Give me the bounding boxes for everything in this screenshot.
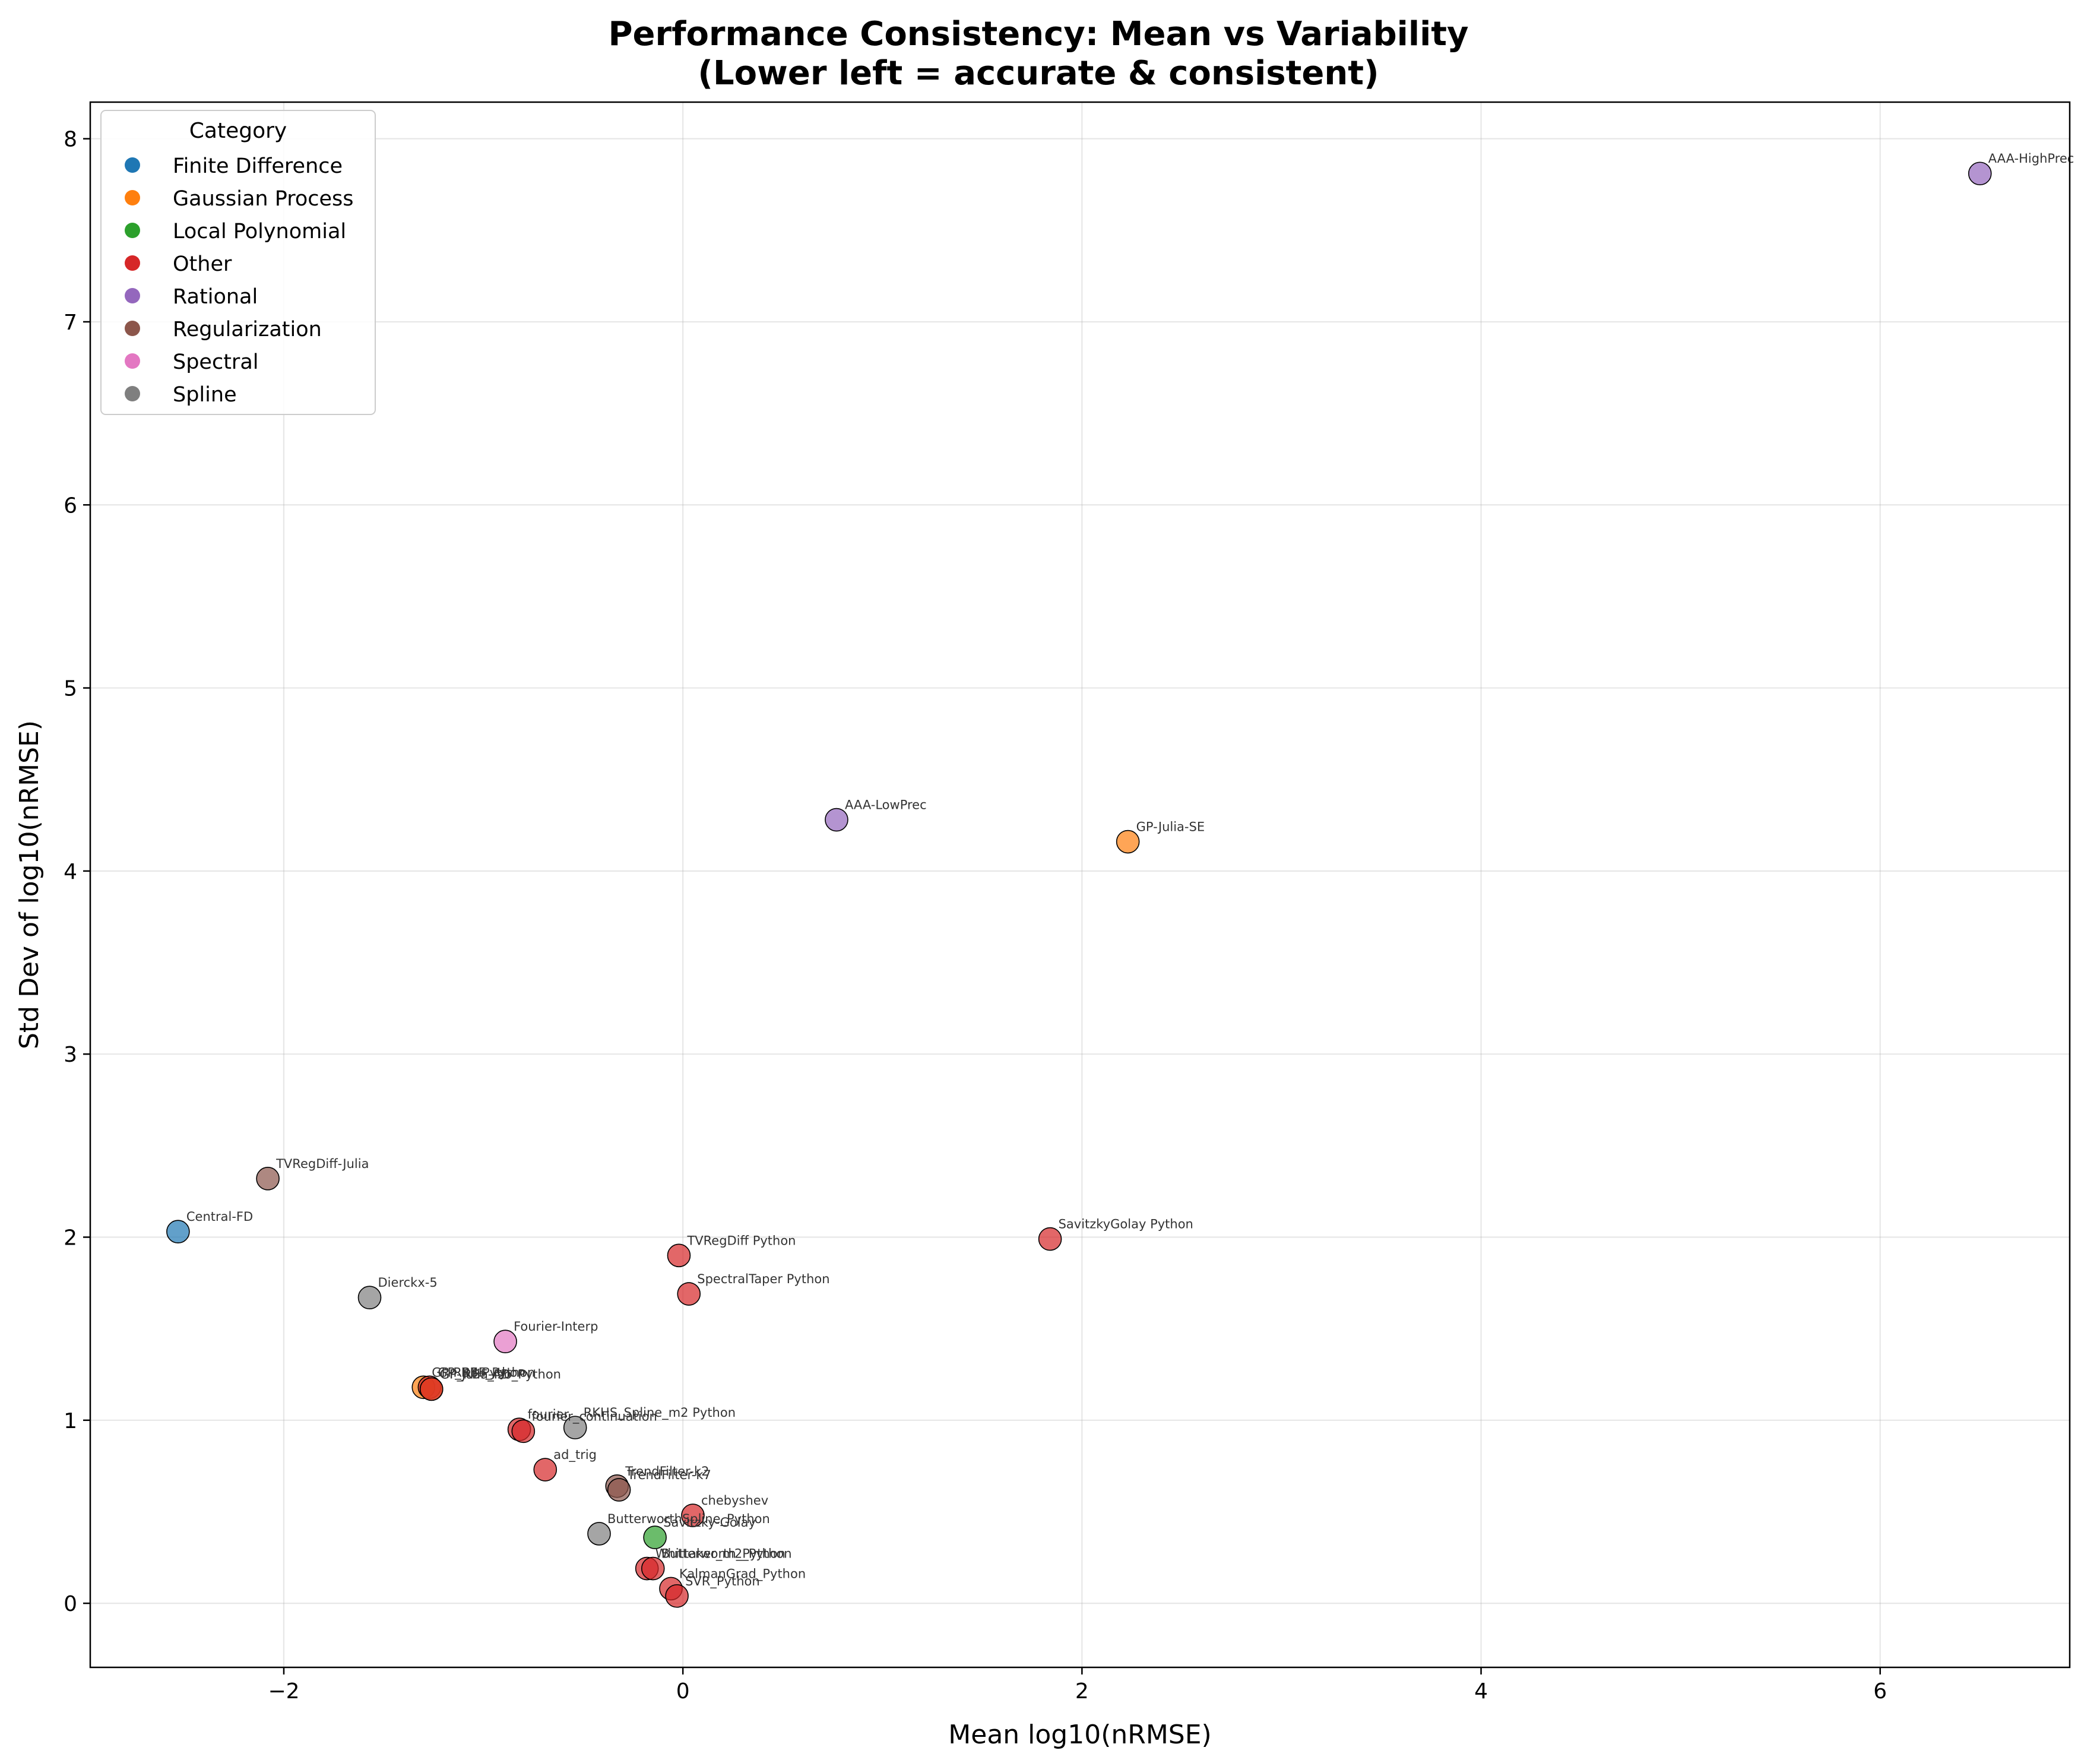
point-label: SVR_Python <box>685 1574 760 1589</box>
legend-entry-label: Spline <box>173 383 237 407</box>
y-tick-label: 5 <box>64 677 77 701</box>
legend-entry-label: Rational <box>173 285 258 309</box>
axis-ticks: −2 0 2 4 6 0 1 2 3 4 5 6 7 8 <box>64 128 1887 1704</box>
point-label: AAA-HighPrec <box>1988 151 2074 166</box>
point-label: fourier_continuation <box>531 1409 657 1424</box>
legend-marker <box>125 353 140 369</box>
data-point <box>677 1282 701 1306</box>
y-tick-label: 7 <box>64 311 77 335</box>
data-point <box>1116 830 1140 854</box>
y-tick-label: 2 <box>64 1226 77 1250</box>
data-point <box>607 1478 631 1502</box>
legend-marker <box>125 288 140 303</box>
x-tick-label: 4 <box>1474 1679 1488 1704</box>
plot-frame <box>89 101 2071 1669</box>
point-label: SavitzkyGolay Python <box>1059 1217 1193 1232</box>
y-tick-label: 6 <box>64 493 77 518</box>
legend-entry-label: Spectral <box>173 350 259 374</box>
plot-background <box>90 102 2070 1667</box>
y-tick-label: 0 <box>64 1592 77 1616</box>
data-point <box>1968 162 1992 186</box>
legend-entry-label: Finite Difference <box>173 154 343 178</box>
legend-marker <box>125 157 140 173</box>
legend-entry-label: Gaussian Process <box>173 187 353 211</box>
point-labels: AAA-HighPrec AAA-LowPrec GP-Julia-SE TVRegD… <box>186 151 2074 1589</box>
point-label: GP_RBF_Python <box>438 1365 535 1380</box>
x-tick-label: 2 <box>1075 1679 1089 1704</box>
data-point <box>563 1416 587 1439</box>
data-point <box>667 1243 691 1268</box>
point-label: Whittaker_m2_Python <box>655 1547 792 1562</box>
data-point <box>643 1525 667 1549</box>
data-point <box>1038 1227 1062 1251</box>
chart-title: Performance Consistency: Mean vs Variabi… <box>608 15 1468 53</box>
legend-entry-label: Other <box>173 252 232 276</box>
chart-subtitle: (Lower left = accurate & consistent) <box>698 54 1379 93</box>
legend-marker <box>125 321 140 336</box>
data-point <box>641 1556 665 1581</box>
data-point <box>587 1522 611 1546</box>
point-label: KalmanGrad_Python <box>679 1566 806 1581</box>
legend-entry-label: Regularization <box>173 318 322 341</box>
legend-title: Category <box>189 119 287 143</box>
data-point <box>493 1330 517 1354</box>
y-tick-label: 1 <box>64 1409 77 1433</box>
data-point <box>533 1458 558 1482</box>
y-tick-label: 4 <box>64 860 77 884</box>
point-label: Central-FD <box>186 1210 253 1224</box>
legend-entry-label: Local Polynomial <box>173 220 346 243</box>
point-label: Fourier-Interp <box>514 1319 598 1334</box>
legend-marker <box>125 223 140 238</box>
point-label: AAA-LowPrec <box>845 798 927 812</box>
legend-box <box>100 110 376 415</box>
point-label: GP-Julia-SE <box>1136 820 1205 834</box>
x-tick-label: −2 <box>268 1679 299 1704</box>
point-label: TVRegDiff-Julia <box>275 1157 369 1171</box>
point-label: chebyshev <box>701 1493 768 1508</box>
point-label: Butterworth_Python <box>661 1547 785 1562</box>
y-tick-label: 3 <box>64 1043 77 1067</box>
point-label: TrendFilter-k2 <box>625 1464 709 1479</box>
data-point <box>681 1503 705 1527</box>
legend-marker <box>125 190 140 205</box>
grid-lines <box>90 102 2070 1667</box>
point-label: GP-RBF-Python <box>432 1365 525 1379</box>
legend-marker <box>125 386 140 401</box>
y-tick-label: 8 <box>64 128 77 152</box>
point-label: SpectralTaper Python <box>697 1272 829 1286</box>
legend-entries: Finite Difference Gaussian Process Local P… <box>125 154 353 407</box>
plot-area: AAA-HighPrec AAA-LowPrec GP-Julia-SE TVRegD… <box>64 101 2074 1704</box>
data-point <box>665 1584 689 1608</box>
point-label: GP_RBF_Iso_Python <box>440 1367 561 1382</box>
data-point <box>825 808 848 832</box>
data-point <box>419 1377 444 1401</box>
point-label: GP-Julia-AD <box>440 1367 511 1381</box>
data-points <box>166 162 1992 1608</box>
point-label: ad_trig <box>553 1448 597 1463</box>
x-tick-label: 0 <box>676 1679 690 1704</box>
point-label: TrendFilter-k7 <box>627 1468 711 1482</box>
point-label: RKHS_Spline_m2 Python <box>584 1406 736 1420</box>
y-axis-label: Std Dev of log10(nRMSE) <box>14 720 45 1049</box>
legend-marker <box>125 255 140 271</box>
point-label: Savitzky-Golay <box>663 1515 756 1530</box>
x-axis-label: Mean log10(nRMSE) <box>948 1720 1211 1750</box>
data-point <box>357 1286 382 1310</box>
point-label: TVRegDiff Python <box>686 1233 796 1248</box>
legend: Category Finite Difference Gaussian Proce… <box>100 110 376 415</box>
data-point <box>166 1220 190 1244</box>
point-label: fourier <box>528 1407 569 1422</box>
point-label: ButterworthSpline_Python <box>607 1512 770 1527</box>
data-point <box>256 1167 280 1191</box>
x-tick-label: 6 <box>1873 1679 1887 1704</box>
data-point <box>511 1419 536 1444</box>
point-label: Dierckx-5 <box>378 1275 438 1290</box>
